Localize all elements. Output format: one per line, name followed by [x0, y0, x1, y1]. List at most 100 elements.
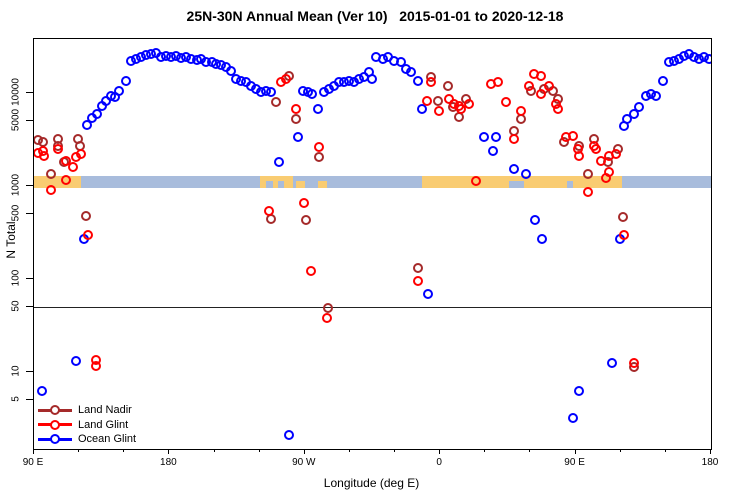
data-point [81, 120, 92, 131]
legend-label: Land Nadir [78, 404, 132, 417]
data-point [621, 114, 632, 125]
data-point [421, 96, 432, 106]
data-point [590, 143, 601, 154]
x-minor-tick [529, 449, 531, 452]
map-band-ocean-segment [80, 176, 260, 188]
x-tick-label: 90 E [22, 457, 44, 468]
data-point [463, 99, 474, 110]
map-band-ocean-patch [566, 181, 573, 188]
x-minor-tick [348, 449, 350, 452]
data-point [432, 96, 443, 106]
data-point [633, 101, 644, 112]
data-point [38, 136, 49, 147]
chart-title: 25N-30N Annual Mean (Ver 10) 2015-01-01 … [186, 8, 564, 24]
map-band-land-segment [259, 176, 293, 188]
y-tick-label: 50 [10, 300, 22, 312]
y-tick-label: 10000 [10, 78, 22, 106]
map-band-ocean-patch [265, 181, 274, 188]
data-point [366, 74, 377, 85]
data-point [703, 54, 711, 64]
x-tick-label: 180 [160, 457, 177, 468]
x-minor-tick [258, 449, 260, 452]
data-point [651, 90, 662, 101]
data-point [596, 155, 607, 166]
data-point [490, 132, 501, 143]
legend-item-land-glint: Land Glint [38, 418, 136, 433]
data-point [456, 104, 467, 115]
data-point [516, 106, 527, 117]
y-tick-label: 1000 [10, 173, 22, 197]
data-point [604, 167, 615, 178]
y-tick-label: 5000 [10, 108, 22, 132]
x-axis-title: Longitude (deg E) [323, 476, 420, 490]
x-minor-tick [394, 449, 396, 452]
data-point [487, 145, 498, 156]
data-point [574, 386, 585, 397]
y-tick-label: 5 [10, 396, 22, 402]
data-point [305, 265, 316, 276]
data-point [583, 169, 594, 180]
ocean-glint-marker-icon [38, 434, 72, 445]
data-point [426, 77, 437, 88]
y-tick [26, 305, 33, 307]
x-minor-tick [78, 449, 80, 452]
map-band-land-segment [34, 176, 81, 188]
legend: Land Nadir Land Glint Ocean Glint [38, 403, 136, 447]
land-glint-marker-icon [38, 419, 72, 430]
data-point [83, 229, 94, 240]
y-tick [26, 119, 33, 121]
data-point [265, 87, 276, 97]
data-point [37, 385, 48, 396]
legend-item-land-nadir: Land Nadir [38, 403, 136, 418]
map-band-ocean-patch [277, 181, 284, 188]
data-point [293, 132, 304, 143]
data-point [114, 86, 124, 97]
x-tick-label: 90 W [292, 457, 316, 468]
data-point [301, 215, 312, 226]
data-point [274, 157, 285, 168]
y-tick [26, 185, 33, 186]
x-tick [168, 449, 170, 454]
y-tick [26, 212, 33, 214]
data-point [583, 187, 594, 198]
x-minor-tick [213, 449, 215, 452]
data-point [552, 104, 563, 115]
land-ocean-map-band [34, 176, 711, 188]
data-point [417, 104, 428, 115]
data-point [314, 152, 325, 162]
data-point [568, 130, 579, 141]
data-point [80, 211, 91, 222]
data-point [501, 96, 512, 107]
data-point [75, 149, 86, 160]
x-tick [574, 449, 576, 454]
data-point [617, 211, 628, 222]
data-point [322, 313, 333, 324]
data-point [508, 164, 519, 175]
data-point [520, 169, 531, 180]
data-point [493, 77, 504, 88]
y-tick-label: 10 [10, 365, 22, 377]
data-point [405, 67, 416, 78]
legend-label: Ocean Glint [78, 433, 137, 446]
map-band-ocean-segment [292, 176, 423, 188]
data-point [471, 176, 482, 187]
data-point [314, 141, 325, 152]
map-band-ocean-patch [509, 181, 525, 188]
x-minor-tick [484, 449, 486, 452]
map-band-land-patch [295, 181, 305, 188]
data-point [284, 430, 294, 441]
data-point [61, 175, 72, 185]
data-point [263, 205, 274, 216]
data-point [568, 413, 579, 424]
data-point [412, 75, 423, 86]
x-minor-tick [619, 449, 621, 452]
x-minor-tick [664, 449, 666, 452]
x-tick-label: 0 [436, 457, 442, 468]
data-point [290, 104, 301, 115]
data-point [611, 149, 622, 160]
data-point [92, 109, 103, 120]
land-nadir-marker-icon [38, 405, 72, 416]
data-point [628, 357, 639, 368]
data-point [53, 143, 64, 154]
x-minor-tick [123, 449, 125, 452]
